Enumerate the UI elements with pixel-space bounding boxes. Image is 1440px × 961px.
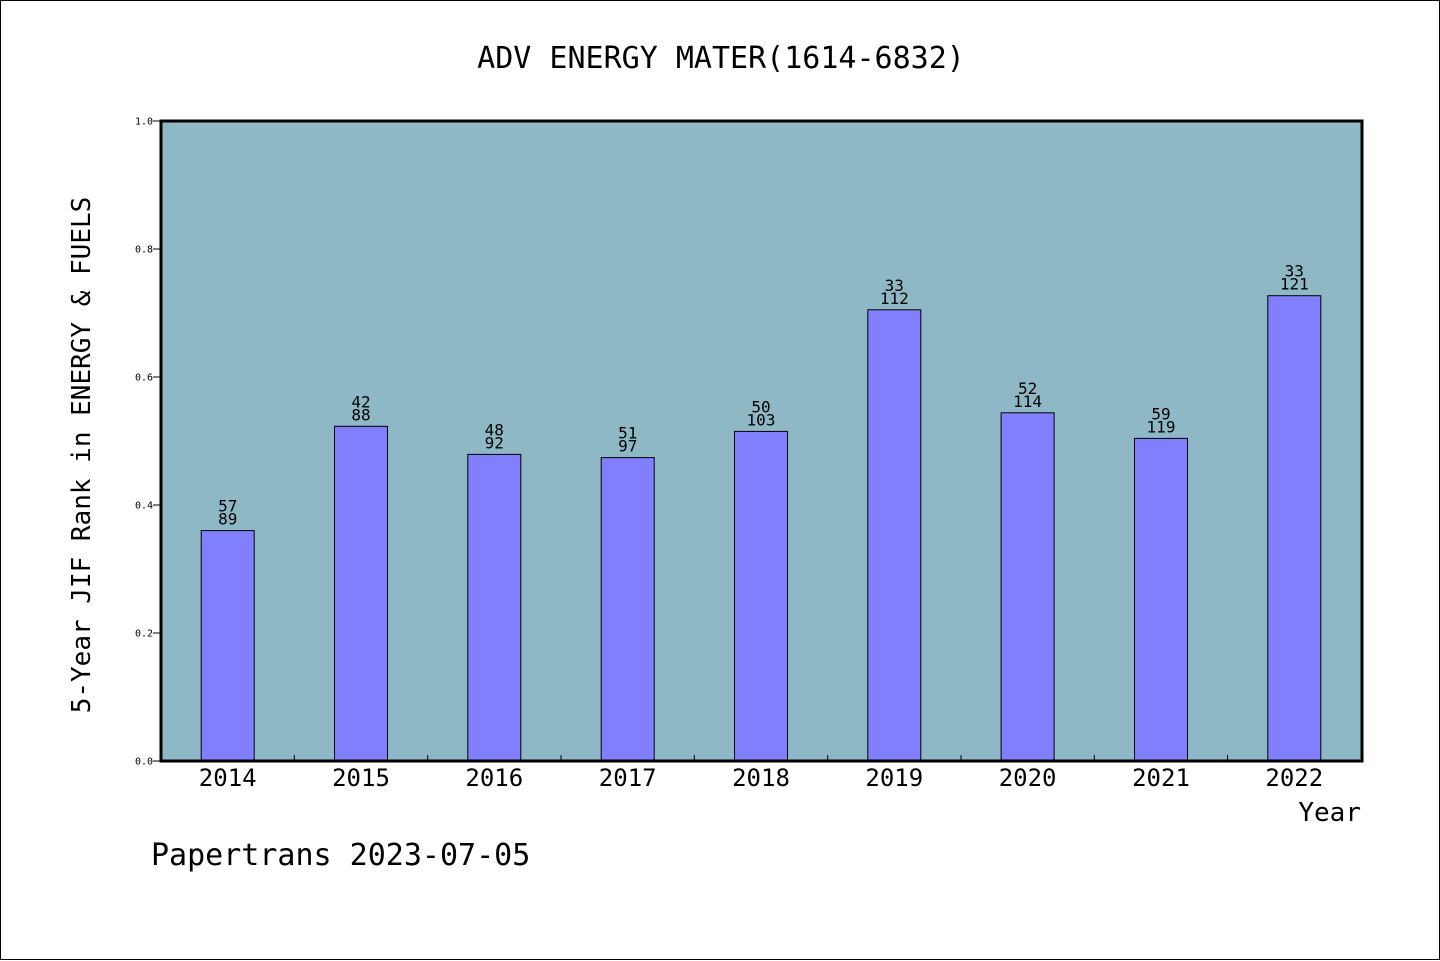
y-tick-label-0.8: 0.8	[135, 245, 153, 256]
y-tick-label-0.0: 0.0	[135, 757, 153, 768]
bar-label-bottom-2014: 89	[218, 510, 237, 529]
bar-2019	[867, 309, 922, 762]
bar-label-bottom-2018: 103	[747, 410, 776, 429]
bar-2014	[200, 530, 255, 762]
x-tick-label-2016: 2016	[465, 764, 523, 792]
bar-2015	[334, 425, 388, 762]
plot-border	[159, 119, 1364, 763]
x-tick-label-2017: 2017	[599, 764, 657, 792]
y-tick-label-0.4: 0.4	[135, 501, 153, 512]
x-tick-label-2019: 2019	[865, 764, 923, 792]
x-tick-label-2022: 2022	[1265, 764, 1323, 792]
bar-label-top-2019: 33	[885, 276, 904, 295]
x-tick-label-2018: 2018	[732, 764, 790, 792]
bar-label-bottom-2019: 112	[880, 289, 909, 308]
y-tick-label-0.2: 0.2	[135, 629, 153, 640]
bar-2018	[734, 430, 788, 762]
bar-label-bottom-2020: 114	[1013, 392, 1042, 411]
bar-label-bottom-2022: 121	[1280, 275, 1309, 294]
y-axis-label: 5-Year JIF Rank in ENERGY & FUELS	[67, 197, 97, 714]
bar-label-top-2014: 57	[218, 497, 237, 516]
bar-2017	[600, 457, 655, 762]
chart-title: ADV ENERGY MATER(1614-6832)	[477, 41, 965, 76]
bar-2021	[1134, 437, 1188, 762]
bar-label-bottom-2016: 92	[485, 433, 504, 452]
bar-label-top-2018: 50	[751, 397, 770, 416]
bar-2020	[1000, 412, 1055, 762]
x-tick-label-2020: 2020	[999, 764, 1057, 792]
x-tick-label-2014: 2014	[199, 764, 257, 792]
bar-label-top-2017: 51	[618, 424, 637, 443]
y-tick-label-0.6: 0.6	[135, 373, 153, 384]
bar-2022	[1267, 295, 1322, 762]
x-tick-label-2015: 2015	[332, 764, 390, 792]
bar-label-top-2020: 52	[1018, 379, 1037, 398]
bar-label-top-2021: 59	[1151, 404, 1170, 423]
y-axis-ticks: 0.0 0.2 0.4 0.6 0.8 1.0	[135, 117, 161, 768]
footer-watermark: Papertrans 2023-07-05	[151, 838, 530, 873]
bar-label-top-2016: 48	[485, 420, 504, 439]
y-tick-label-1.0: 1.0	[135, 117, 153, 128]
bar-2016	[467, 453, 522, 762]
x-axis-label: Year	[1298, 798, 1361, 828]
bar-label-bottom-2017: 97	[618, 437, 637, 456]
bar-label-top-2015: 42	[351, 392, 370, 411]
bar-labels-group: 5789428848925197501033311252114591193312…	[218, 262, 1309, 529]
bar-label-top-2022: 33	[1285, 262, 1304, 281]
bars-group	[200, 295, 1322, 762]
bar-label-bottom-2021: 119	[1147, 417, 1176, 436]
x-tick-label-2021: 2021	[1132, 764, 1190, 792]
x-axis-ticks: 2014 2015 2016 2017 2018 2019 2020 2021 2022	[199, 755, 1323, 792]
bar-label-bottom-2015: 88	[351, 405, 370, 424]
